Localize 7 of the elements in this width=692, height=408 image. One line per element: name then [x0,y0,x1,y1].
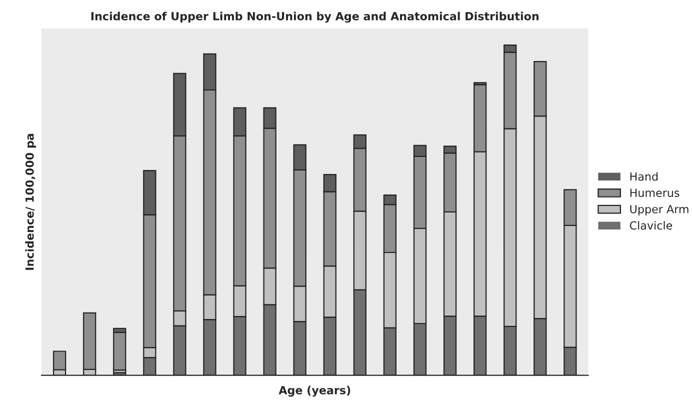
legend-label: Humerus [630,188,680,198]
legend-label: Upper Arm [630,205,688,216]
chart-title: Incidence of Upper Limb Non-Union by Age and Anatomical Distribution [91,12,538,23]
y-axis-title: Incidence/ 100,000 pa [25,134,36,270]
x-axis-title: Age (years) [278,386,350,397]
legend-label: Clavicle [630,221,672,230]
legend-label: Hand [630,172,658,181]
